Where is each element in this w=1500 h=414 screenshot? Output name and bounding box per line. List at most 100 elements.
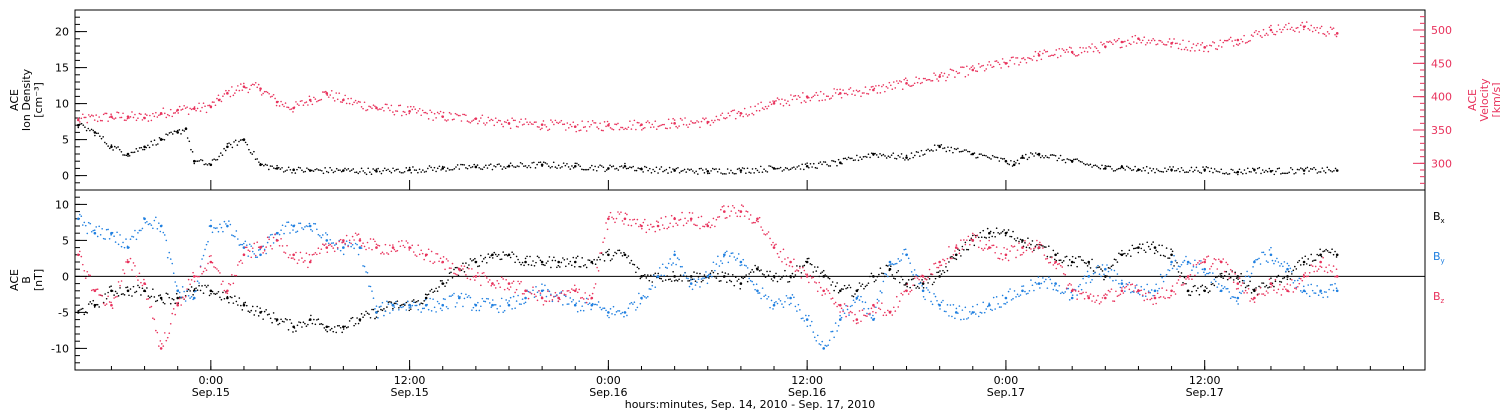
by-trace (1207, 272, 1210, 275)
velocity-trace (548, 128, 551, 131)
velocity-trace (724, 117, 727, 120)
bz-trace (860, 320, 862, 323)
velocity-trace (1147, 39, 1150, 42)
density-trace (325, 170, 328, 173)
bz-trace (387, 253, 390, 255)
by-trace (1270, 246, 1272, 249)
by-trace (201, 258, 203, 260)
bx-trace (152, 288, 154, 290)
by-trace (408, 307, 411, 309)
by-trace (699, 286, 701, 288)
velocity-trace (597, 127, 600, 130)
bz-trace (143, 278, 145, 281)
by-trace (989, 308, 992, 311)
by-trace (278, 233, 281, 236)
by-trace (484, 300, 487, 303)
bx-trace (894, 278, 897, 280)
bx-trace (813, 266, 816, 268)
density-trace (665, 168, 668, 171)
velocity-trace (152, 112, 154, 115)
bz-trace (427, 248, 430, 251)
by-trace (973, 311, 976, 313)
density-trace (224, 149, 227, 152)
by-trace (143, 217, 145, 219)
density-trace (393, 169, 396, 172)
density-trace (933, 144, 936, 146)
bz-trace (1043, 254, 1046, 256)
bz-trace (1042, 247, 1044, 249)
bx-trace (1247, 284, 1250, 287)
bz-trace (272, 236, 275, 239)
by-trace (1288, 264, 1290, 267)
bz-trace (723, 205, 725, 207)
density-trace (880, 154, 883, 157)
density-trace (94, 134, 96, 137)
by-trace (292, 229, 294, 231)
bx-trace (1210, 283, 1213, 286)
velocity-trace (712, 121, 715, 124)
velocity-trace (456, 113, 458, 116)
velocity-trace (527, 123, 530, 126)
velocity-trace (1112, 43, 1114, 46)
by-trace (621, 311, 624, 314)
density-trace (819, 161, 822, 163)
density-trace (715, 168, 717, 170)
density-trace (422, 169, 424, 171)
bz-trace (135, 275, 138, 278)
bx-trace (542, 263, 545, 266)
density-trace (854, 159, 856, 161)
bx-trace (754, 264, 756, 267)
bz-point (1021, 246, 1024, 249)
by-point (325, 239, 329, 242)
density-trace (1261, 169, 1264, 171)
by-trace (854, 301, 856, 304)
bz-point (971, 239, 975, 242)
bz-trace (566, 290, 569, 292)
by-trace (247, 255, 250, 257)
bx-trace (280, 318, 282, 321)
bz-trace (131, 269, 133, 271)
by-trace (286, 221, 288, 224)
bx-trace (657, 272, 660, 275)
bx-trace (1144, 251, 1147, 253)
bx-trace (135, 290, 138, 293)
bx-trace (263, 310, 266, 313)
bz-trace (330, 245, 333, 247)
velocity-trace (661, 123, 664, 126)
bx-trace (316, 319, 318, 321)
by-point (921, 289, 925, 293)
bx-trace (648, 279, 651, 282)
density-trace (128, 154, 131, 157)
density-trace (312, 170, 315, 172)
velocity-trace (138, 112, 141, 115)
velocity-trace (1088, 45, 1090, 48)
bz-trace (1153, 294, 1156, 297)
density-trace (1020, 157, 1022, 159)
bx-trace (1334, 250, 1336, 253)
bz-trace (1282, 288, 1284, 291)
bx-trace (958, 249, 961, 252)
density-trace (857, 159, 860, 162)
bz-trace (371, 248, 373, 251)
velocity-trace (1144, 43, 1147, 46)
by-trace (438, 302, 440, 305)
by-point (391, 303, 395, 307)
by-trace (137, 232, 139, 234)
bz-trace (1113, 300, 1116, 302)
velocity-trace (839, 88, 841, 91)
bx-trace (752, 271, 755, 273)
bz-trace (1144, 292, 1147, 295)
density-trace (304, 170, 307, 173)
bx-trace (539, 259, 542, 262)
velocity-trace (86, 121, 89, 124)
velocity-trace (277, 100, 279, 103)
velocity-trace (646, 120, 649, 122)
density-trace (284, 170, 287, 172)
bx-trace (720, 280, 722, 282)
density-trace (1213, 168, 1216, 170)
by-trace (819, 343, 822, 346)
velocity-trace (658, 125, 661, 127)
by-trace (614, 313, 616, 316)
velocity-trace (1030, 57, 1032, 60)
by-trace (1179, 265, 1181, 268)
